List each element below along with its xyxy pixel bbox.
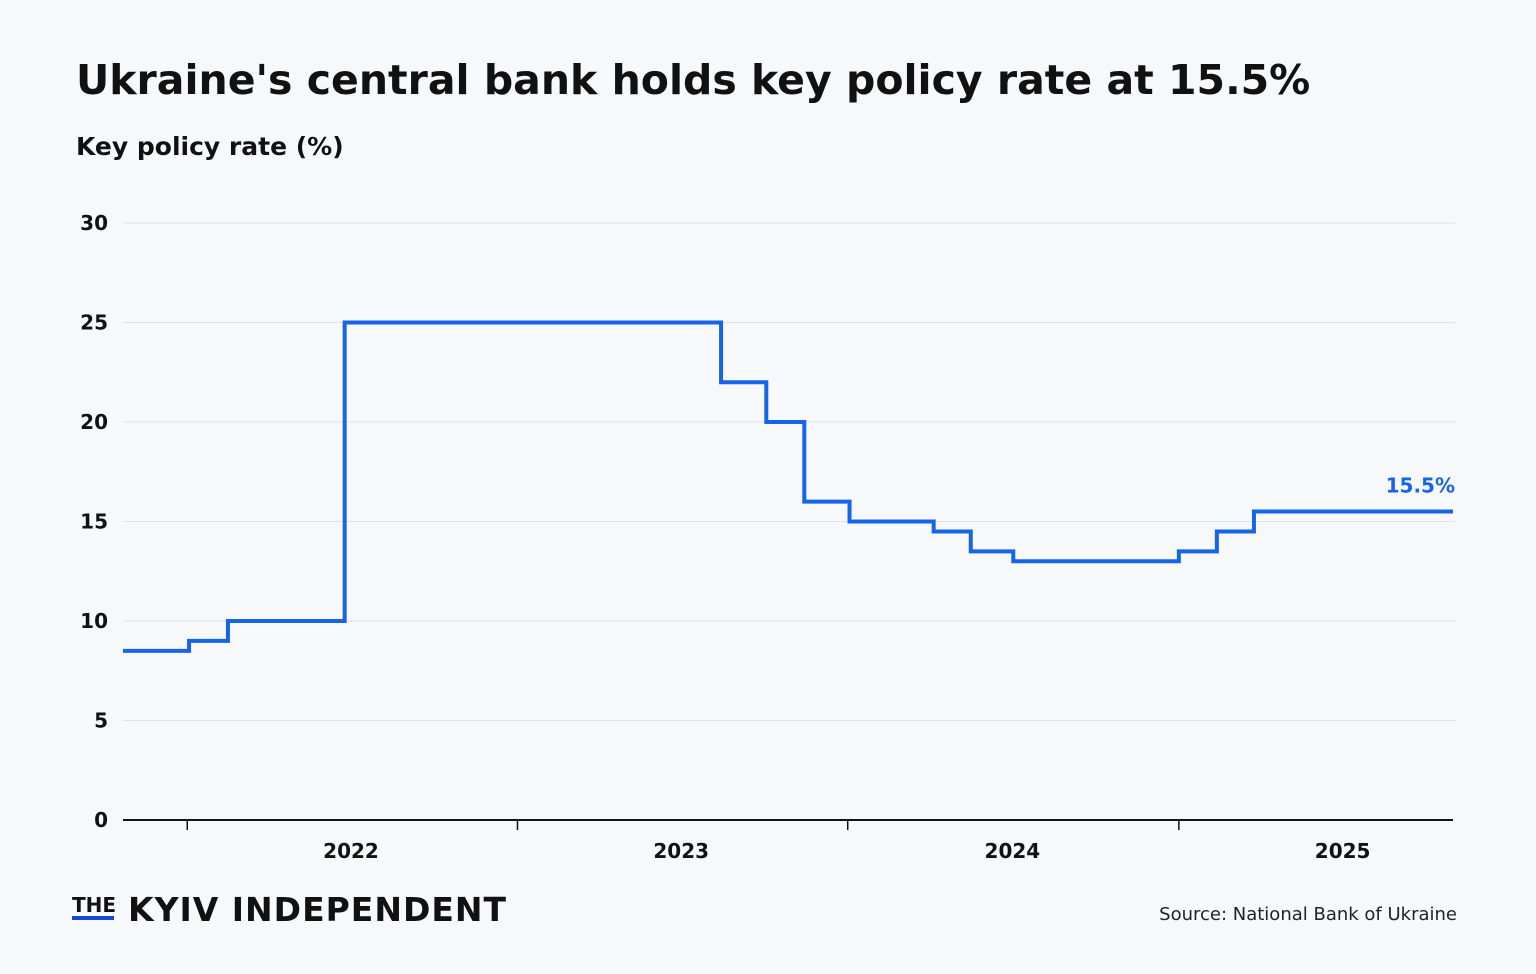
y-tick-label: 0 (94, 808, 108, 832)
y-tick-labels: 0 5 10 15 20 25 30 (80, 211, 108, 832)
source-note: Source: National Bank of Ukraine (1159, 904, 1457, 925)
series-line-key-policy-rate (123, 320, 1453, 653)
logo-underline (72, 916, 114, 920)
logo-wordmark: KYIV INDEPENDENT (128, 890, 507, 929)
x-axis (123, 819, 1453, 830)
x-tick-label: 2025 (1315, 839, 1371, 863)
y-tick-label: 30 (80, 211, 108, 235)
logo-the: THE (72, 893, 116, 917)
y-tick-label: 15 (80, 510, 108, 534)
y-tick-label: 10 (80, 609, 108, 633)
kyiv-independent-logo: THE KYIV INDEPENDENT (72, 890, 507, 929)
x-tick-labels: 2022 2023 2024 2025 (323, 839, 1370, 863)
x-tick-label: 2022 (323, 839, 379, 863)
y-tick-label: 5 (94, 709, 108, 733)
y-tick-label: 20 (80, 410, 108, 434)
x-tick-label: 2023 (653, 839, 709, 863)
chart-title: Ukraine's central bank holds key policy … (76, 56, 1310, 104)
x-tick-label: 2024 (985, 839, 1041, 863)
y-tick-label: 25 (80, 311, 108, 335)
y-axis-label: Key policy rate (%) (76, 132, 344, 161)
last-value-annotation: 15.5% (1386, 474, 1455, 498)
